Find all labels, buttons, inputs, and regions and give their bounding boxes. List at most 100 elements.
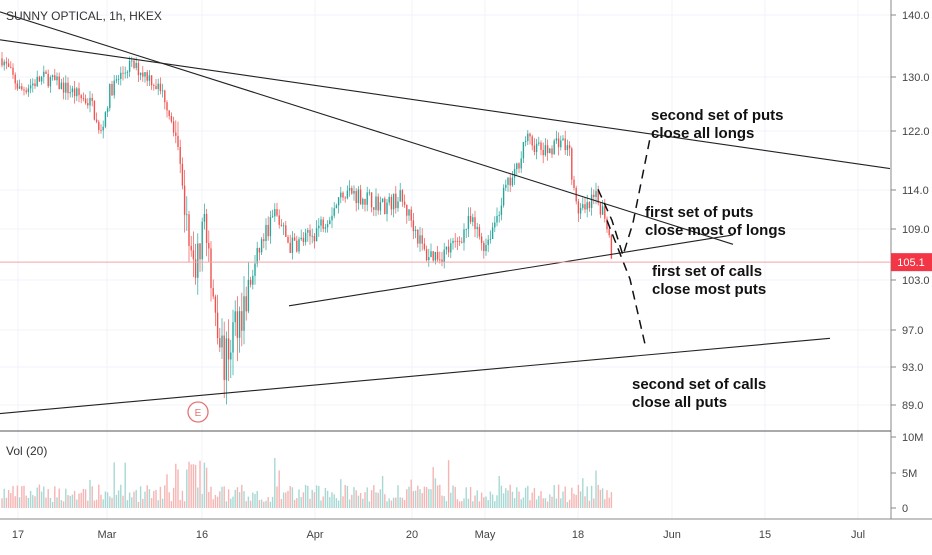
candle-body — [511, 177, 514, 186]
candle-body — [269, 217, 272, 237]
price-axis[interactable]: 140.0 130.0 122.0 114.0 109.0 103.0 97.0 93.0 89… — [891, 10, 930, 412]
volume-bar — [102, 499, 104, 508]
candle-body — [34, 83, 36, 87]
volume-bar — [344, 485, 346, 508]
candle-body — [553, 140, 555, 155]
volume-bar — [232, 496, 234, 508]
candle-body — [265, 224, 267, 242]
last-price-marker: 105.1 — [0, 253, 932, 272]
candle-body — [25, 90, 27, 93]
candle-body — [344, 197, 346, 199]
volume-bar — [441, 495, 443, 508]
volume-bar — [164, 485, 166, 508]
candle-body — [56, 76, 58, 81]
candle-body — [441, 259, 443, 263]
volume-bar — [117, 490, 120, 508]
volume-bar — [610, 492, 613, 508]
volume-bar — [478, 501, 481, 508]
candle-body — [12, 67, 14, 75]
candle-body — [197, 243, 199, 278]
volume-bar — [454, 486, 456, 508]
volume-bar — [153, 490, 155, 508]
volume-bar — [410, 479, 412, 508]
volume-bar — [14, 496, 16, 508]
volume-bar — [71, 494, 74, 508]
volume-bar — [450, 492, 452, 508]
volume-bar — [463, 498, 465, 508]
volume-bar — [388, 498, 390, 508]
earnings-marker[interactable]: E — [187, 401, 209, 423]
candle-body — [214, 296, 217, 313]
trend-line-upper-resistance[interactable] — [0, 39, 891, 170]
candle-body — [562, 138, 564, 141]
volume-bar — [359, 492, 362, 508]
candle-body — [201, 221, 203, 260]
candle-body — [271, 216, 274, 218]
volume-bar — [595, 470, 597, 508]
volume-bar — [399, 497, 401, 508]
volume-bar — [469, 487, 472, 508]
candle-body — [377, 196, 379, 211]
volume-bar — [133, 491, 135, 508]
candle-body — [298, 239, 300, 252]
candle-body — [573, 179, 575, 189]
volume-bar — [199, 460, 201, 508]
trend-line-rising-support[interactable] — [288, 234, 734, 307]
time-tick-label: 15 — [759, 529, 771, 541]
price-tick-label: 114.0 — [902, 185, 929, 197]
trend-line-descending-line[interactable] — [0, 11, 734, 245]
candle-body — [80, 95, 82, 99]
candle-body — [478, 227, 481, 237]
candle-body — [258, 247, 261, 253]
volume-bar — [366, 487, 368, 508]
candle-body — [40, 76, 43, 82]
volume-bar — [73, 490, 76, 508]
candle-body — [348, 188, 351, 191]
candle-body — [38, 76, 41, 82]
candle-body — [89, 97, 91, 106]
candle-body — [216, 312, 219, 339]
candle-body — [549, 148, 551, 154]
candle-body — [381, 198, 384, 203]
volume-bar — [98, 484, 100, 508]
candle-body — [604, 206, 606, 219]
candle-body — [322, 219, 324, 229]
volume-bar — [485, 496, 487, 508]
volume-bar — [586, 486, 588, 508]
candle-body — [309, 230, 311, 237]
volume-bar — [245, 501, 247, 508]
candle-body — [14, 74, 16, 84]
candle-body — [463, 229, 465, 243]
volume-bar — [166, 474, 168, 508]
volume-bar — [157, 500, 159, 508]
candle-body — [93, 100, 96, 120]
volume-bar — [56, 497, 58, 508]
volume-bar — [91, 486, 93, 508]
volume-bar — [538, 495, 540, 508]
candle-body — [21, 86, 23, 90]
volume-bar — [461, 501, 463, 508]
volume-bar — [421, 493, 423, 508]
volume-bar — [353, 487, 355, 508]
candle-body — [155, 85, 157, 90]
candle-body — [456, 241, 459, 242]
volume-bar — [320, 500, 322, 508]
candle-body — [168, 110, 170, 116]
price-tick-label: 122.0 — [902, 126, 930, 138]
volume-bar — [291, 487, 294, 508]
time-axis[interactable]: 17 Mar 16 Apr 20 May 18 Jun 15 Jul — [12, 529, 865, 541]
candle-body — [311, 235, 313, 237]
volume-bar — [434, 478, 437, 508]
volume-bar — [161, 498, 164, 508]
time-tick-label: 18 — [572, 529, 584, 541]
candle-body — [610, 235, 613, 259]
candle-body — [254, 263, 256, 276]
volume-bar — [254, 493, 256, 508]
price-tick-label: 140.0 — [902, 10, 930, 22]
candle-body — [388, 196, 390, 203]
candle-body — [278, 215, 280, 225]
projection-path-up — [597, 138, 651, 258]
candle-body — [579, 207, 582, 214]
trend-line-lower-support[interactable] — [0, 337, 831, 415]
volume-bar — [300, 497, 302, 508]
